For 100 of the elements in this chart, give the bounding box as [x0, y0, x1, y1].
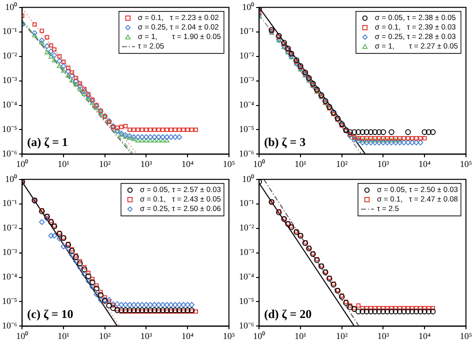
point — [73, 78, 79, 84]
point — [152, 302, 158, 308]
point — [86, 273, 92, 280]
x-tick-label: 10³ — [377, 158, 390, 169]
point — [392, 140, 398, 146]
y-tick-label: 10⁻³ — [2, 75, 18, 86]
y-tick-label: 10⁻² — [239, 222, 254, 233]
point — [402, 306, 406, 310]
point — [414, 136, 418, 140]
point — [48, 43, 54, 48]
point — [132, 128, 136, 132]
point — [77, 86, 82, 92]
point — [56, 63, 62, 68]
point — [114, 301, 120, 307]
point — [156, 138, 162, 143]
point — [160, 302, 166, 308]
point — [177, 128, 182, 132]
point — [118, 302, 124, 308]
point — [131, 136, 136, 142]
point — [172, 134, 178, 140]
y-tick-label: 10⁻³ — [2, 247, 18, 258]
point — [136, 128, 140, 132]
point — [360, 129, 366, 135]
point — [56, 236, 62, 242]
point — [39, 219, 45, 225]
point — [90, 284, 96, 290]
point — [144, 128, 148, 132]
point — [51, 232, 58, 239]
point — [413, 308, 420, 314]
point — [384, 140, 390, 146]
point — [393, 306, 398, 310]
point — [185, 128, 190, 132]
point — [405, 129, 411, 135]
point — [422, 129, 428, 135]
point — [86, 278, 92, 284]
annotation: (c) ζ = 10 — [27, 307, 74, 322]
point — [73, 258, 79, 264]
point — [372, 306, 378, 310]
point — [418, 308, 424, 314]
point — [380, 308, 386, 314]
y-tick-label: 10⁻² — [239, 50, 254, 61]
point — [405, 308, 411, 314]
point — [405, 140, 411, 146]
point — [418, 136, 423, 140]
point — [360, 306, 365, 310]
x-tick-label: 10⁵ — [222, 158, 235, 169]
point — [388, 129, 394, 135]
x-tick-label: 10¹ — [58, 330, 70, 341]
point — [152, 128, 157, 132]
point — [69, 72, 75, 79]
point — [52, 58, 57, 62]
point — [82, 266, 88, 272]
y-tick-label: 10⁻⁶ — [2, 148, 18, 159]
point — [156, 302, 162, 308]
point — [48, 48, 54, 54]
point — [410, 306, 414, 310]
x-tick-label: 10² — [336, 158, 348, 169]
point — [406, 306, 410, 310]
point — [139, 302, 145, 308]
point — [430, 306, 435, 310]
point — [39, 40, 44, 45]
point — [148, 138, 153, 143]
y-tick-label: 10⁻⁴ — [2, 272, 18, 282]
x-tick-label: 10⁴ — [418, 330, 431, 341]
point — [123, 124, 128, 128]
point — [422, 306, 427, 310]
point — [82, 272, 88, 278]
point — [102, 295, 107, 300]
point — [401, 308, 407, 314]
point — [396, 308, 403, 314]
point — [140, 128, 144, 132]
point — [77, 83, 83, 89]
point — [372, 129, 378, 135]
point — [148, 302, 154, 308]
y-tick-label: 10⁻¹ — [2, 26, 18, 36]
x-tick-label: 10¹ — [294, 330, 307, 341]
point — [409, 308, 416, 314]
point — [364, 136, 369, 140]
y-tick-label: 10⁻² — [2, 50, 18, 61]
point — [372, 308, 378, 314]
point — [135, 134, 141, 140]
point — [164, 128, 170, 132]
point — [368, 308, 374, 314]
point — [70, 70, 74, 75]
point — [347, 129, 353, 135]
point — [364, 308, 370, 314]
point — [86, 96, 91, 101]
point — [376, 140, 382, 146]
point — [69, 252, 75, 258]
point — [389, 136, 394, 140]
point — [66, 66, 70, 70]
point — [381, 306, 386, 310]
point — [77, 264, 83, 270]
y-tick-label: 10⁻³ — [239, 75, 254, 86]
y-tick-label: 10⁻¹ — [239, 198, 254, 208]
point — [368, 129, 374, 135]
y-tick-label: 10⁻⁵ — [238, 296, 254, 306]
y-tick-label: 10⁻⁶ — [238, 148, 254, 159]
point — [430, 129, 436, 135]
point — [156, 128, 161, 132]
